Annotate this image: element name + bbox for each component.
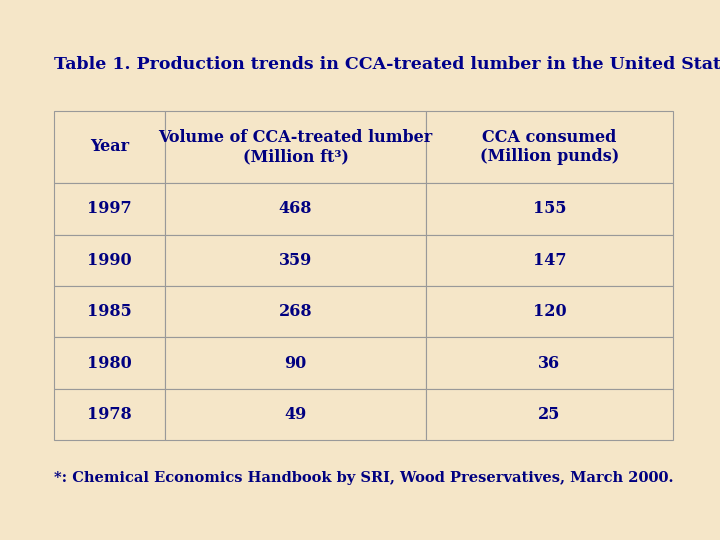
Text: 120: 120 [533, 303, 566, 320]
Bar [426, 338, 673, 389]
Text: 268: 268 [279, 303, 312, 320]
Bar [426, 183, 673, 234]
Bar [426, 389, 673, 440]
Bar [166, 389, 426, 440]
Text: 1997: 1997 [87, 200, 132, 218]
Bar [54, 286, 166, 338]
Text: 25: 25 [538, 406, 561, 423]
Text: 155: 155 [533, 200, 566, 218]
Text: 468: 468 [279, 200, 312, 218]
Text: 90: 90 [284, 355, 307, 372]
Text: 359: 359 [279, 252, 312, 269]
Bar [166, 183, 426, 234]
Text: Volume of CCA-treated lumber
(Million ft³): Volume of CCA-treated lumber (Million ft… [158, 129, 433, 165]
Bar [426, 234, 673, 286]
Bar [54, 389, 166, 440]
Bar [54, 111, 166, 183]
Text: 36: 36 [539, 355, 560, 372]
Text: Table 1. Production trends in CCA-treated lumber in the United States. *: Table 1. Production trends in CCA-treate… [54, 56, 720, 73]
Text: 1978: 1978 [87, 406, 132, 423]
Text: 49: 49 [284, 406, 307, 423]
Bar [426, 111, 673, 183]
Bar [54, 234, 166, 286]
Text: CCA consumed
(Million punds): CCA consumed (Million punds) [480, 129, 619, 165]
Text: 1990: 1990 [87, 252, 132, 269]
Bar [166, 234, 426, 286]
Bar [166, 286, 426, 338]
Bar [54, 183, 166, 234]
Bar [166, 338, 426, 389]
Bar [426, 286, 673, 338]
Text: 1985: 1985 [87, 303, 132, 320]
Text: 1980: 1980 [87, 355, 132, 372]
Text: *: Chemical Economics Handbook by SRI, Wood Preservatives, March 2000.: *: Chemical Economics Handbook by SRI, W… [54, 471, 673, 485]
Bar [166, 111, 426, 183]
Text: Year: Year [90, 138, 130, 156]
Text: 147: 147 [533, 252, 566, 269]
Bar [54, 338, 166, 389]
